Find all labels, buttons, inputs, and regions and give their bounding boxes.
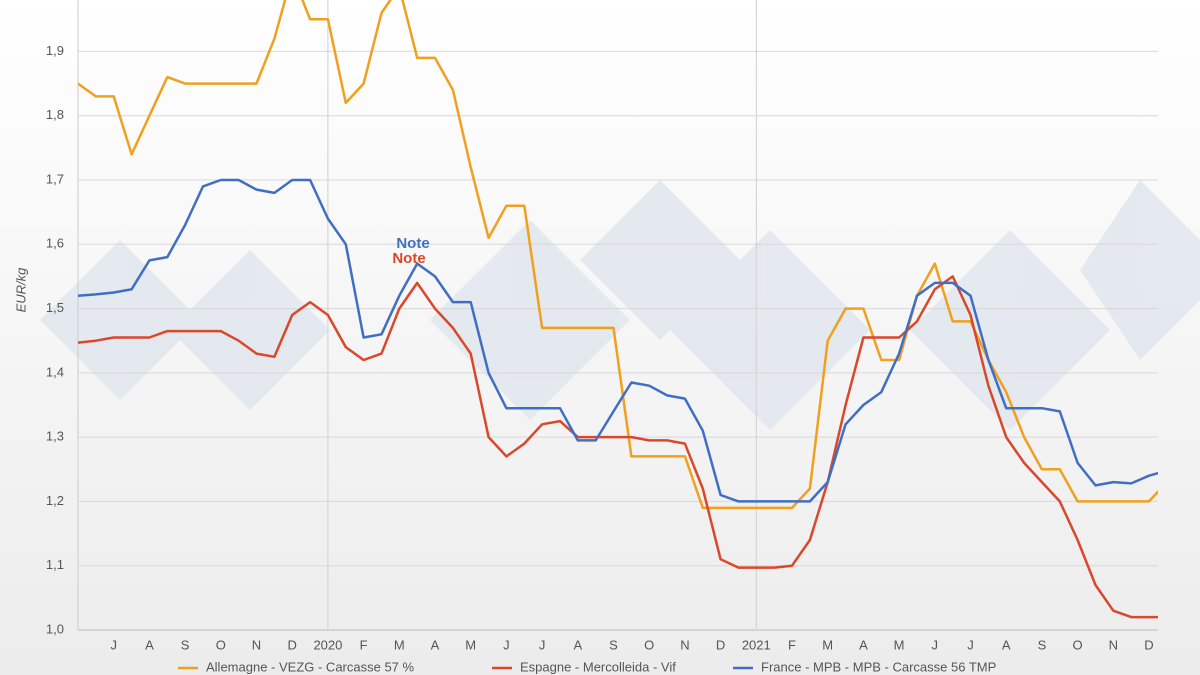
x-tick-label: N (680, 637, 689, 652)
x-tick-label: N (252, 637, 261, 652)
y-tick-label: 1,0 (46, 621, 64, 636)
plot-lines (78, 0, 1158, 619)
x-tick-label: D (288, 637, 297, 652)
x-tick-label: O (1073, 637, 1083, 652)
x-tick-label: M (822, 637, 833, 652)
annotation: Note (392, 250, 425, 267)
x-tick-label: A (145, 637, 154, 652)
y-tick-label: 1,7 (46, 171, 64, 186)
x-tick-label: 2021 (742, 637, 771, 652)
series-line (78, 275, 1158, 619)
x-tick-label: D (716, 637, 725, 652)
legend-label: France - MPB - MPB - Carcasse 56 TMP (761, 659, 996, 674)
y-tick-label: 1,4 (46, 364, 64, 379)
y-tick-label: 1,8 (46, 107, 64, 122)
x-tick-label: A (431, 637, 440, 652)
legend-label: Espagne - Mercolleida - Vif (520, 659, 676, 674)
x-tick-label: S (1038, 637, 1047, 652)
x-tick-label: D (1144, 637, 1153, 652)
series-line (78, 178, 1158, 503)
annotation: Note (396, 235, 429, 252)
watermark (40, 180, 1200, 430)
y-tick-label: 1,6 (46, 236, 64, 251)
x-tick-label: J (110, 637, 117, 652)
x-tick-label: M (894, 637, 905, 652)
x-tick-label: J (932, 637, 939, 652)
x-tick-label: S (609, 637, 618, 652)
y-tick-label: 1,3 (46, 429, 64, 444)
x-tick-label: A (573, 637, 582, 652)
y-tick-label: 1,9 (46, 43, 64, 58)
x-tick-label: F (788, 637, 796, 652)
y-tick-label: 1,1 (46, 557, 64, 572)
x-tick-label: M (394, 637, 405, 652)
legend-label: Allemagne - VEZG - Carcasse 57 % (206, 659, 415, 674)
x-tick-label: M (465, 637, 476, 652)
x-tick-label: J (967, 637, 974, 652)
x-tick-label: N (1109, 637, 1118, 652)
y-tick-label: 1,5 (46, 300, 64, 315)
x-tick-label: S (181, 637, 190, 652)
y-tick-label: 1,2 (46, 493, 64, 508)
x-tick-label: A (1002, 637, 1011, 652)
x-tick-label: F (360, 637, 368, 652)
x-tick-label: J (539, 637, 546, 652)
x-tick-label: 2020 (313, 637, 342, 652)
x-tick-label: O (644, 637, 654, 652)
x-tick-label: J (503, 637, 510, 652)
y-axis-label: EUR/kg (13, 267, 28, 313)
x-tick-label: A (859, 637, 868, 652)
x-tick-label: O (216, 637, 226, 652)
